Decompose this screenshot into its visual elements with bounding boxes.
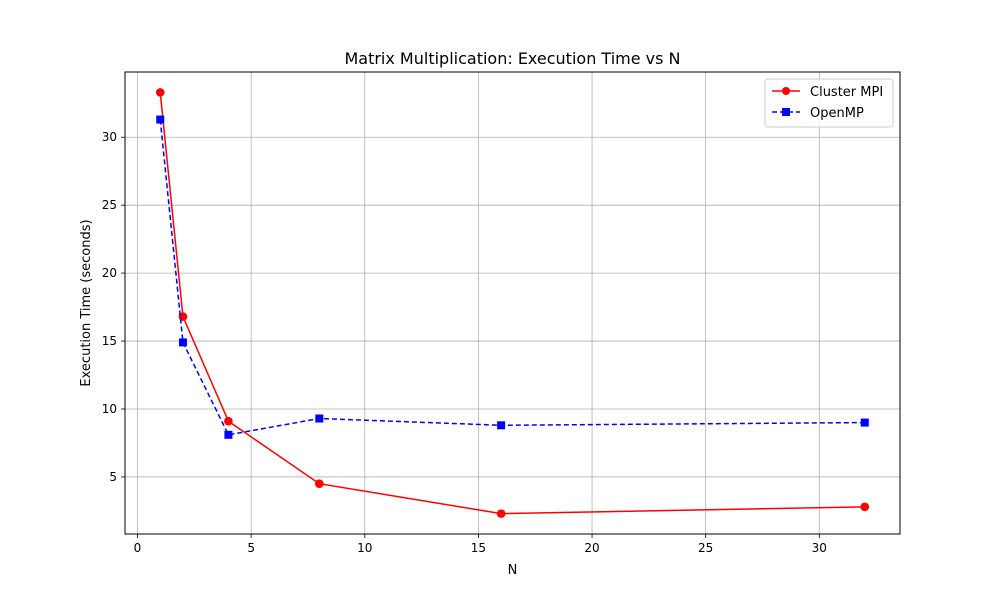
y-tick-label: 20: [102, 266, 117, 280]
y-tick-label: 30: [102, 130, 117, 144]
x-tick-label: 25: [698, 541, 713, 555]
data-point-openmp: [224, 430, 233, 439]
data-point-cluster-mpi: [315, 479, 324, 489]
data-point-openmp: [156, 115, 165, 124]
x-tick-label: 5: [247, 541, 255, 555]
legend-label-cluster-mpi: Cluster MPI: [810, 85, 883, 100]
x-axis-label: N: [508, 563, 518, 578]
data-point-openmp: [497, 421, 506, 430]
x-tick-label: 15: [471, 541, 486, 555]
legend-marker-openmp: [782, 108, 790, 116]
legend: Cluster MPI OpenMP: [764, 78, 894, 128]
data-point-cluster-mpi: [860, 502, 870, 512]
data-point-cluster-mpi: [155, 88, 165, 97]
series-layer: [155, 88, 870, 518]
y-tick-label: 15: [102, 334, 117, 348]
series-line-openmp: [159, 119, 865, 436]
y-tick-label: 10: [102, 402, 117, 416]
x-tick-label: 10: [357, 541, 372, 555]
y-tick-label: 25: [102, 198, 117, 212]
y-tick-label: 5: [109, 470, 117, 484]
legend-marker-cluster-mpi: [782, 87, 790, 95]
chart-title: Matrix Multiplication: Execution Time vs…: [344, 49, 680, 68]
x-tick-label: 30: [812, 541, 827, 555]
data-point-openmp: [178, 338, 187, 347]
ticks: 0 5 10 15 20 25 30 5 10 15 20 25 30: [102, 130, 827, 555]
data-point-cluster-mpi: [496, 509, 506, 518]
grid: [125, 72, 900, 534]
plot-frame: [124, 71, 901, 535]
x-tick-label: 0: [134, 541, 142, 555]
legend-label-openmp: OpenMP: [810, 106, 864, 121]
x-tick-label: 20: [584, 541, 599, 555]
data-point-cluster-mpi: [224, 416, 233, 426]
data-point-openmp: [315, 414, 324, 423]
data-point-openmp: [860, 418, 869, 427]
series-line-cluster-mpi: [159, 92, 865, 515]
y-axis-label: Execution Time (seconds): [79, 219, 94, 386]
